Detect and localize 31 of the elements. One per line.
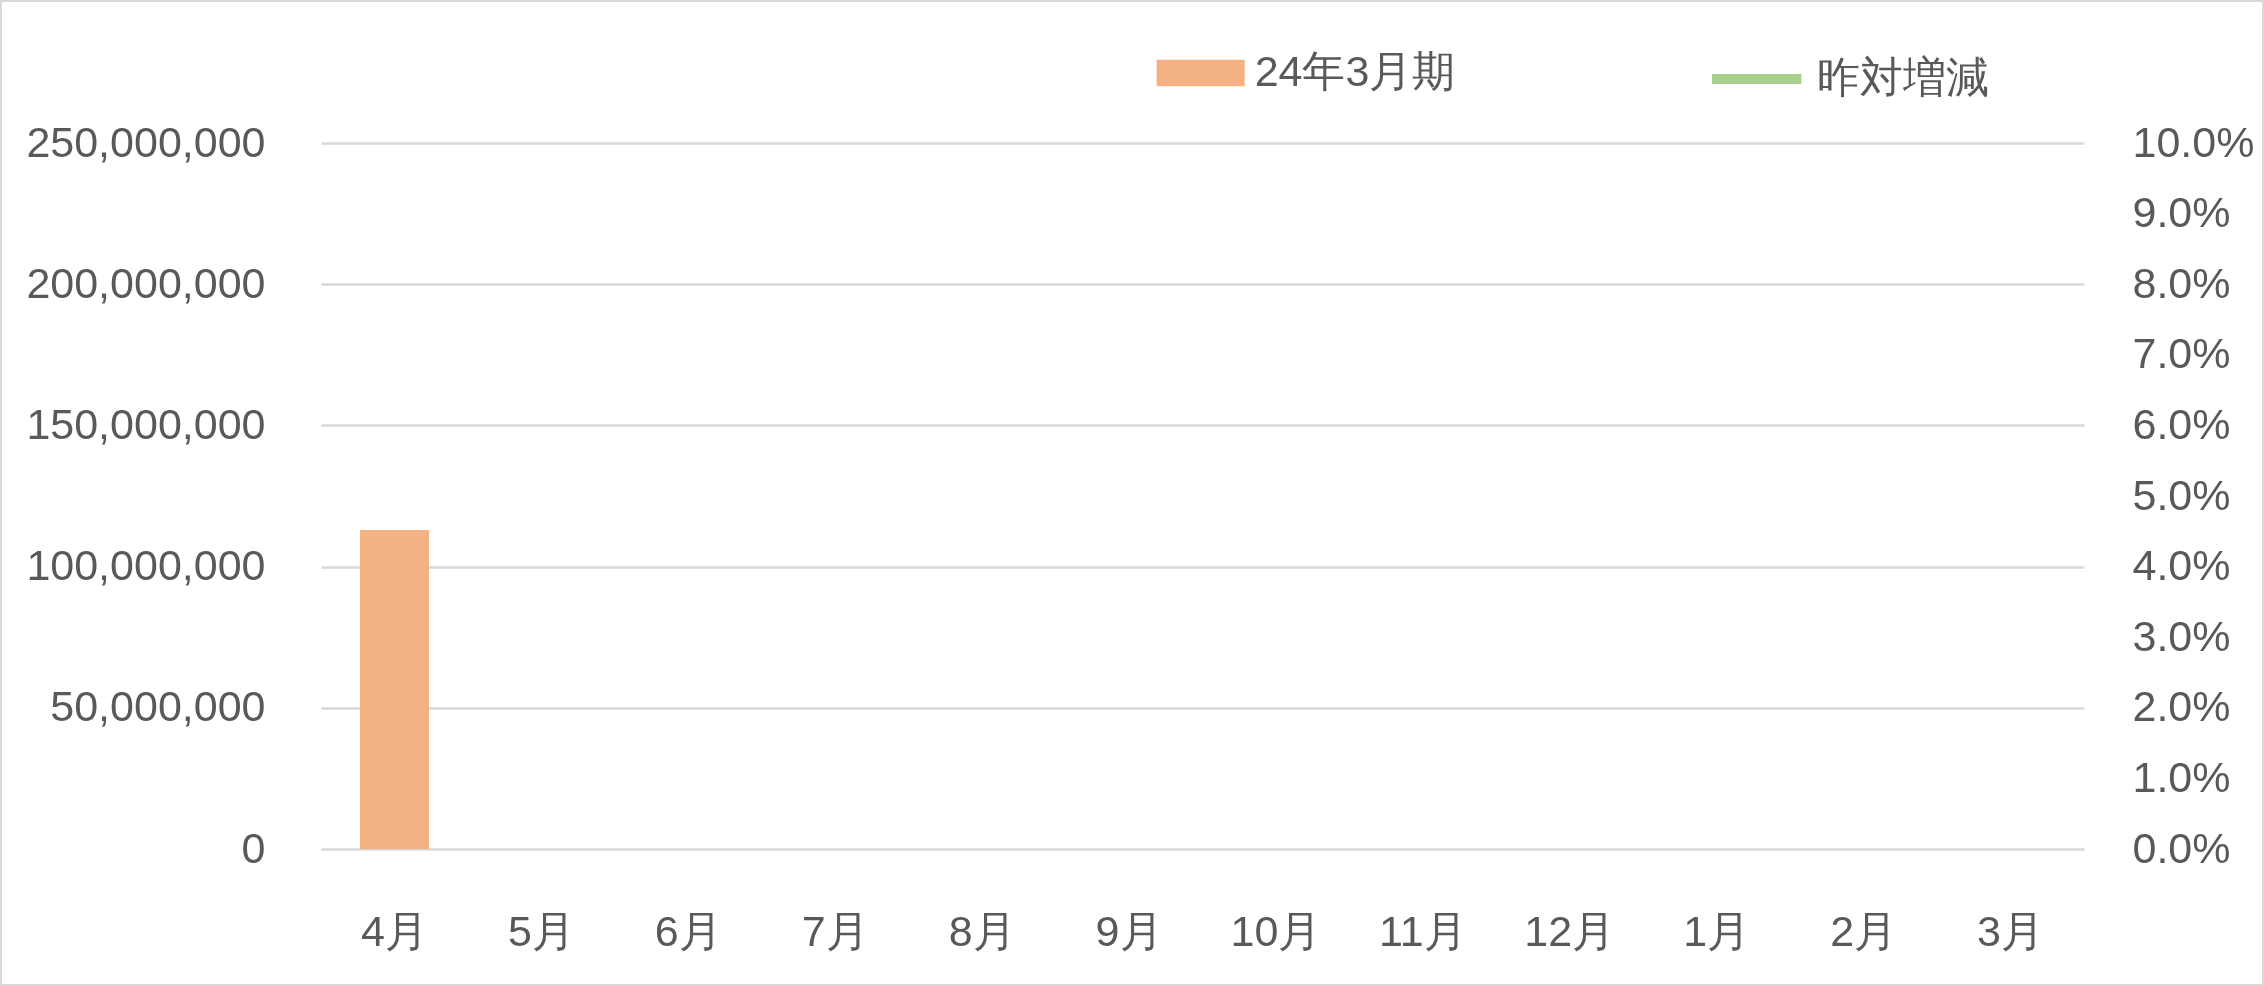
y-tick-label: 150,000,000 xyxy=(26,399,266,448)
y2-tick-label: 4.0% xyxy=(2132,541,2231,590)
x-tick-label: 1月 xyxy=(1683,906,1751,955)
y2-tick-label: 5.0% xyxy=(2132,470,2231,519)
legend-label: 昨対増減 xyxy=(1816,53,1989,101)
x-tick-label: 3月 xyxy=(1977,906,2044,955)
y-tick-label: 200,000,000 xyxy=(26,258,266,307)
y2-tick-label: 9.0% xyxy=(2132,188,2231,237)
x-tick-label: 11月 xyxy=(1379,906,1467,955)
y2-tick-label: 7.0% xyxy=(2132,329,2231,378)
y-tick-label: 100,000,000 xyxy=(26,541,266,590)
y-tick-label: 250,000,000 xyxy=(26,117,266,166)
x-tick-label: 2月 xyxy=(1830,906,1898,955)
y2-tick-label: 3.0% xyxy=(2132,611,2231,660)
x-tick-label: 5月 xyxy=(507,906,575,955)
legend-label: 24年3月期 xyxy=(1254,47,1456,95)
x-tick-label: 8月 xyxy=(948,906,1016,955)
y-tick-label: 0 xyxy=(241,823,266,872)
x-tick-label: 12月 xyxy=(1524,906,1616,955)
x-tick-label: 4月 xyxy=(361,906,428,955)
y-tick-label: 50,000,000 xyxy=(50,682,266,731)
x-tick-label: 10月 xyxy=(1230,906,1322,955)
y2-tick-label: 8.0% xyxy=(2132,258,2231,307)
y2-tick-label: 6.0% xyxy=(2132,399,2231,448)
y2-tick-label: 1.0% xyxy=(2132,752,2231,801)
y2-tick-label: 0.0% xyxy=(2132,823,2231,872)
y2-tick-label: 2.0% xyxy=(2132,682,2231,731)
x-tick-label: 9月 xyxy=(1095,906,1163,955)
x-tick-label: 7月 xyxy=(801,906,869,955)
y2-tick-label: 10.0% xyxy=(2132,117,2255,166)
x-tick-label: 6月 xyxy=(654,906,722,955)
